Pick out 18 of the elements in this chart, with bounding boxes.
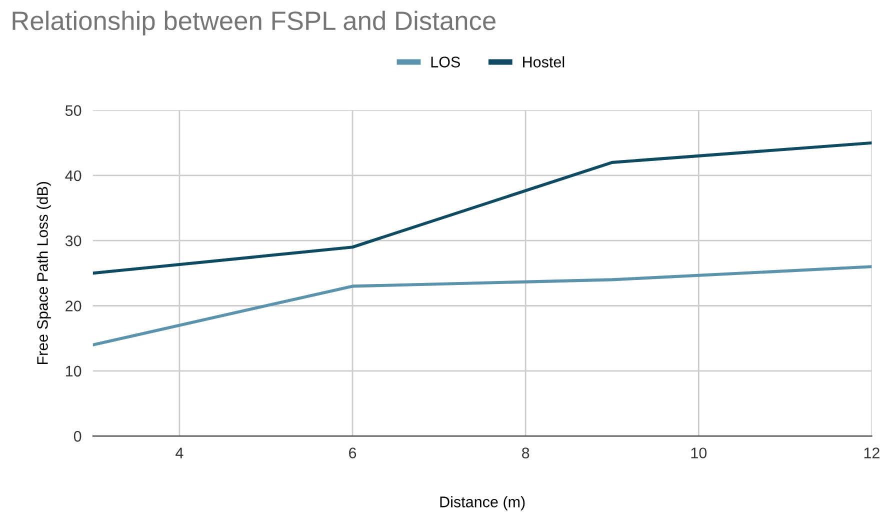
line-series xyxy=(92,265,872,346)
y-tick-label: 30 xyxy=(65,235,82,246)
y-axis-title: Free Space Path Loss (dB) xyxy=(36,182,51,364)
x-tick-label: 4 xyxy=(176,448,184,458)
chart-title: Relationship between FSPL and Distance xyxy=(12,10,496,36)
y-tick-label: 0 xyxy=(74,430,82,442)
y-tick-label: 50 xyxy=(65,105,82,116)
y-tick-label: 20 xyxy=(66,300,82,312)
line-series xyxy=(92,141,872,275)
y-tick-label: 10 xyxy=(66,366,82,377)
x-tick-label: 6 xyxy=(349,448,356,458)
x-tick-label: 12 xyxy=(864,448,880,458)
x-tick-label: 8 xyxy=(522,448,530,458)
y-tick-label: 40 xyxy=(65,170,82,182)
legend-label: LOS xyxy=(431,56,460,68)
x-tick-label: 10 xyxy=(691,448,707,458)
legend-label: Hostel xyxy=(523,56,564,68)
x-axis-title: Distance (m) xyxy=(440,496,525,510)
